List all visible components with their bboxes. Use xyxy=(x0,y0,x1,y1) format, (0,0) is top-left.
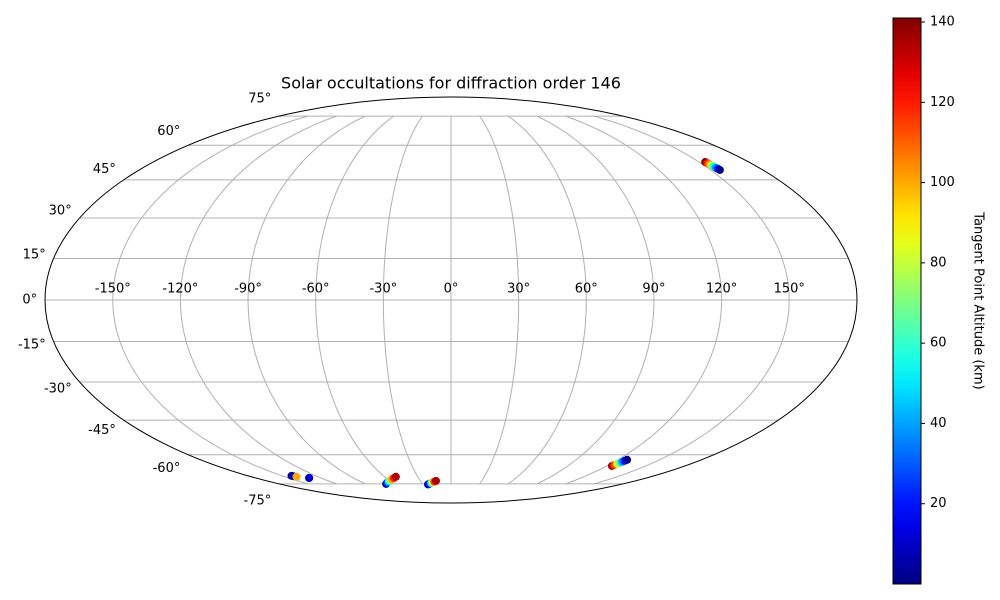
x-tick-label: 0° xyxy=(444,282,459,297)
y-tick-label: 0° xyxy=(22,293,37,308)
colorbar-tick-label: 100 xyxy=(930,175,955,190)
point xyxy=(391,472,400,481)
x-tick-label: -60° xyxy=(302,282,330,297)
x-tick-label: 120° xyxy=(706,282,737,297)
grid-line xyxy=(112,115,309,485)
points xyxy=(287,158,724,489)
point xyxy=(292,472,301,481)
colorbar-tick-label: 40 xyxy=(930,416,947,431)
point xyxy=(431,476,440,485)
y-tick-label: 75° xyxy=(248,92,271,107)
grid-line xyxy=(315,115,395,485)
point xyxy=(623,455,632,464)
x-tick-label: 150° xyxy=(774,282,805,297)
point xyxy=(715,165,724,174)
y-tick-label: -15° xyxy=(18,337,46,352)
x-tick-label: -120° xyxy=(162,282,198,297)
colorbar xyxy=(892,17,922,585)
grid-line xyxy=(179,115,337,485)
colorbar-tick-label: 120 xyxy=(930,95,955,110)
grid-line xyxy=(565,115,723,485)
x-tick-label: -90° xyxy=(234,282,262,297)
grid-line xyxy=(536,115,655,485)
grid-line xyxy=(247,115,366,485)
x-tick-label: -150° xyxy=(95,282,131,297)
colorbar-tick-label: 60 xyxy=(930,336,947,351)
x-tick-label: 90° xyxy=(642,282,665,297)
x-tick-label: 30° xyxy=(507,282,530,297)
grid-line xyxy=(479,115,520,485)
colorbar-axis: 20 40 60 80 100 120 140 xyxy=(921,15,955,511)
y-tick-label: 30° xyxy=(49,204,72,219)
y-tick-label: -60° xyxy=(153,461,181,476)
y-tick-label: -30° xyxy=(44,381,72,396)
y-tick-label: 60° xyxy=(157,124,180,139)
colorbar-tick-label: 80 xyxy=(930,255,947,270)
map-frame xyxy=(44,96,858,504)
y-tick-label: -75° xyxy=(244,493,272,508)
colorbar-label: Tangent Point Altitude (km) xyxy=(971,211,986,389)
y-tick-label: -45° xyxy=(88,423,116,438)
y-tick-label: 45° xyxy=(93,162,116,177)
colorbar-tick-label: 20 xyxy=(930,496,947,511)
y-tick-label: 15° xyxy=(23,248,46,263)
x-tick-label: -30° xyxy=(369,282,397,297)
labels: -75° -60° -45° -30° -15° 0° 15° 30° 45° 60° 75° -15… xyxy=(18,92,805,509)
colorbar-tick-label: 140 xyxy=(930,15,955,30)
grid-line xyxy=(507,115,587,485)
grid xyxy=(45,115,857,485)
point xyxy=(305,473,314,482)
x-tick-label: 60° xyxy=(575,282,598,297)
grid-line xyxy=(382,115,423,485)
chart-title: Solar occultations for diffraction order… xyxy=(281,74,621,93)
